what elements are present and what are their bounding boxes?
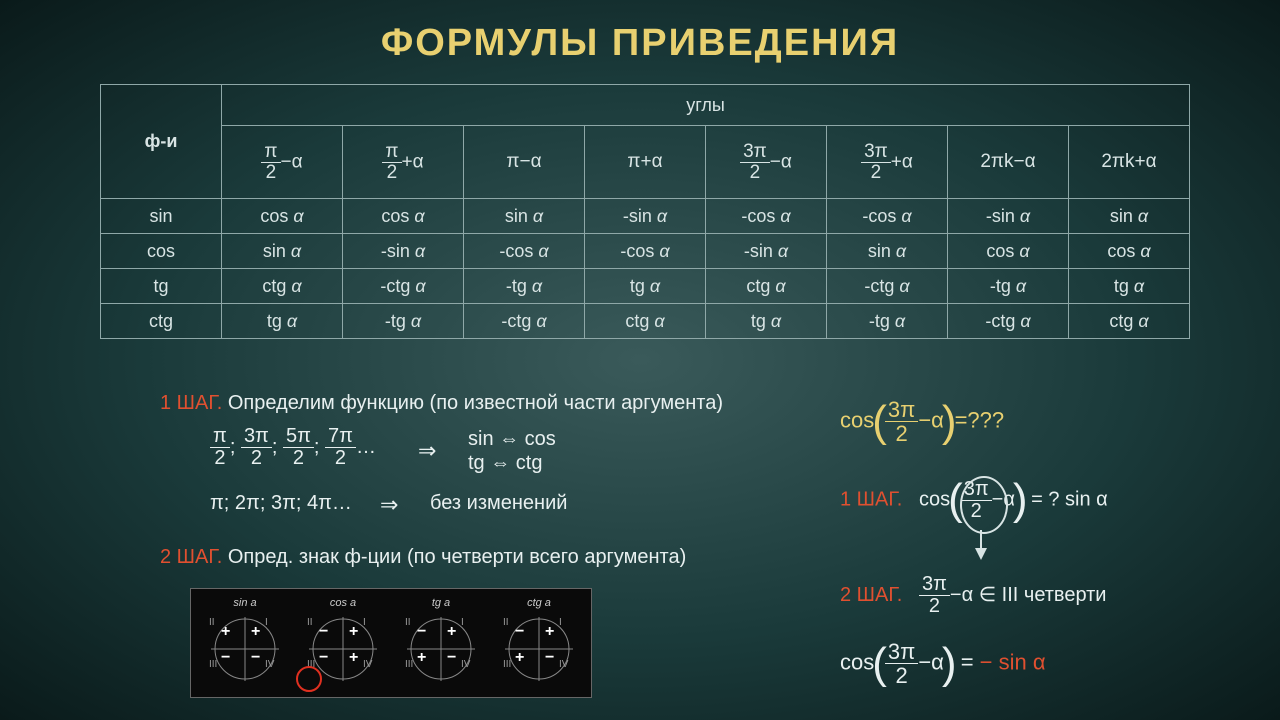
odd-multiples: π2; 3π2; 5π2; 7π2… bbox=[210, 426, 376, 469]
table-cell: -sin α bbox=[948, 199, 1069, 234]
table-cell: sin α bbox=[222, 234, 343, 269]
unit-circle: ctg a−++−IIIIIIIV bbox=[495, 599, 583, 687]
table-cell: tg α bbox=[706, 304, 827, 339]
table-cell: -sin α bbox=[585, 199, 706, 234]
function-label: cos bbox=[101, 234, 222, 269]
table-cell: cos α bbox=[222, 199, 343, 234]
table-cell: tg α bbox=[585, 269, 706, 304]
swap-tg-ctg: tg ⇔ ctg bbox=[468, 452, 542, 475]
implies-2: ⇒ bbox=[380, 492, 398, 518]
angle-header: π−α bbox=[464, 126, 585, 199]
table-cell: -cos α bbox=[464, 234, 585, 269]
table-cell: sin α bbox=[1069, 199, 1190, 234]
table-cell: cos α bbox=[343, 199, 464, 234]
table-cell: ctg α bbox=[1069, 304, 1190, 339]
table-cell: tg α bbox=[222, 304, 343, 339]
annotation-arrow-icon bbox=[975, 548, 987, 560]
function-label: tg bbox=[101, 269, 222, 304]
red-highlight-circle bbox=[296, 666, 322, 692]
table-cell: -tg α bbox=[343, 304, 464, 339]
quadrant-signs-box: sin a++−−IIIIIIIVcos a−+−+IIIIIIIVtg a−+… bbox=[190, 588, 592, 698]
corner-cell: ф-и bbox=[101, 85, 222, 199]
angle-header: 3π2+α bbox=[827, 126, 948, 199]
annotation-stem bbox=[980, 530, 982, 548]
table-cell: ctg α bbox=[222, 269, 343, 304]
table-cell: sin α bbox=[464, 199, 585, 234]
step1-line: 1 ШАГ. Определим функцию (по известной ч… bbox=[160, 392, 723, 415]
no-change: без изменений bbox=[430, 492, 567, 515]
table-cell: -cos α bbox=[706, 199, 827, 234]
table-cell: -sin α bbox=[706, 234, 827, 269]
table-cell: ctg α bbox=[585, 304, 706, 339]
reduction-table: ф-и углы π2−απ2+απ−απ+α3π2−α3π2+α2πk−α2π… bbox=[100, 84, 1190, 339]
angle-header: 2πk+α bbox=[1069, 126, 1190, 199]
table-cell: ctg α bbox=[706, 269, 827, 304]
table-cell: tg α bbox=[1069, 269, 1190, 304]
table-cell: sin α bbox=[827, 234, 948, 269]
example-question: cos(3π2−α)=??? bbox=[840, 398, 1004, 445]
table-cell: -sin α bbox=[343, 234, 464, 269]
example-step2: 2 ШАГ. 3π2−α ∈ III четверти bbox=[840, 574, 1106, 617]
table-cell: -tg α bbox=[948, 269, 1069, 304]
table-cell: -ctg α bbox=[948, 304, 1069, 339]
table-cell: -ctg α bbox=[827, 269, 948, 304]
table-cell: -cos α bbox=[827, 199, 948, 234]
table-cell: -ctg α bbox=[464, 304, 585, 339]
unit-circle: tg a−++−IIIIIIIV bbox=[397, 599, 485, 687]
angle-header: π+α bbox=[585, 126, 706, 199]
even-multiples: π; 2π; 3π; 4π… bbox=[210, 492, 352, 515]
page-title: ФОРМУЛЫ ПРИВЕДЕНИЯ bbox=[0, 22, 1280, 65]
angle-header: 3π2−α bbox=[706, 126, 827, 199]
function-label: ctg bbox=[101, 304, 222, 339]
example-final: cos(3π2−α) = − sin α bbox=[840, 640, 1046, 687]
function-label: sin bbox=[101, 199, 222, 234]
implies-1: ⇒ bbox=[418, 438, 436, 464]
angle-header: π2+α bbox=[343, 126, 464, 199]
table-cell: -ctg α bbox=[343, 269, 464, 304]
annotation-circle bbox=[960, 476, 1008, 534]
table-cell: cos α bbox=[948, 234, 1069, 269]
angles-header: углы bbox=[222, 85, 1190, 126]
table-cell: -tg α bbox=[827, 304, 948, 339]
table-cell: -cos α bbox=[585, 234, 706, 269]
angle-header: π2−α bbox=[222, 126, 343, 199]
step2-line: 2 ШАГ. Опред. знак ф-ции (по четверти вс… bbox=[160, 546, 686, 569]
angle-header: 2πk−α bbox=[948, 126, 1069, 199]
table-cell: -tg α bbox=[464, 269, 585, 304]
unit-circle: sin a++−−IIIIIIIV bbox=[201, 599, 289, 687]
table-cell: cos α bbox=[1069, 234, 1190, 269]
swap-sin-cos: sin ⇔ cos bbox=[468, 428, 556, 451]
